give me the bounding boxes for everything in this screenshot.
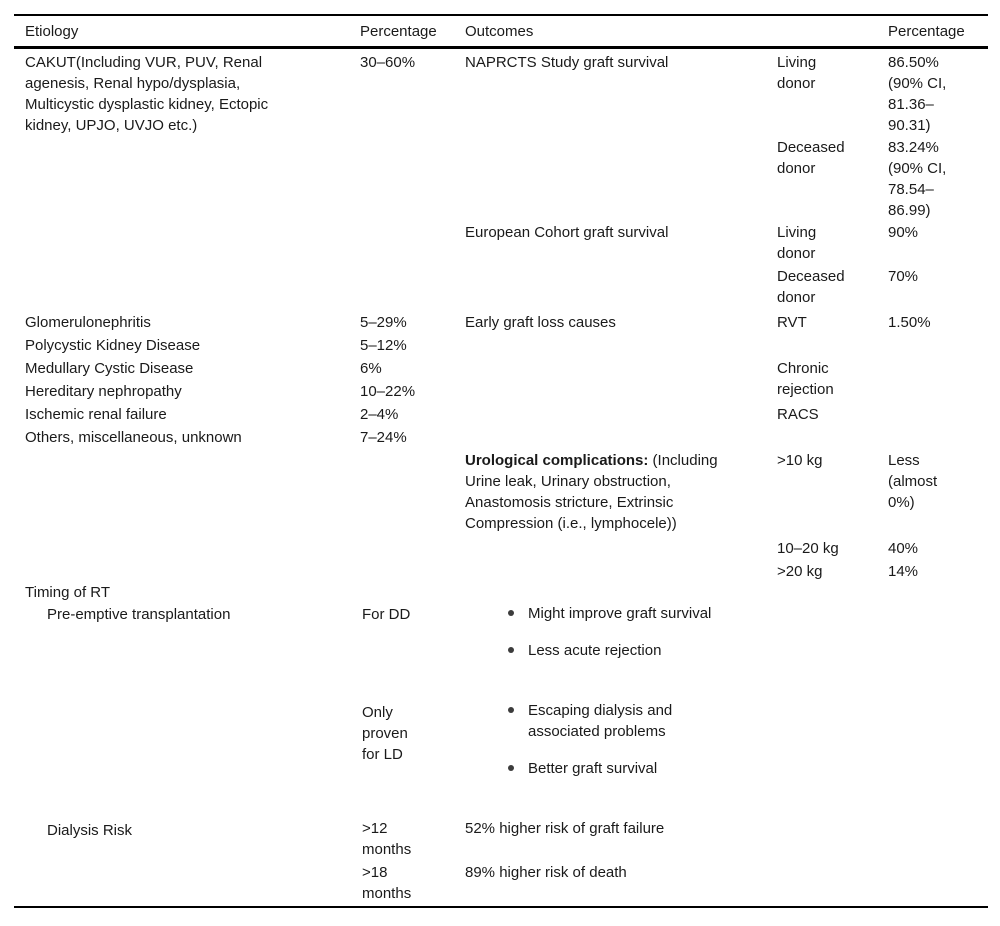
etiology-hereditary-label: Hereditary nephropathy: [25, 383, 182, 400]
preemptive-bullet-1: Might improve graft survival: [508, 603, 748, 624]
urological-complications-title: Urological complications:: [465, 452, 649, 469]
preemptive-bullet-1-text: Might improve graft survival: [528, 605, 712, 622]
european-deceased-value: 70%: [888, 268, 919, 285]
early-graft-loss-racs-label: RACS: [777, 406, 819, 423]
etiology-glomerulonephritis-percentage: 5–29%: [360, 314, 407, 331]
table-top-rule: [14, 14, 988, 16]
etiology-hereditary-percentage: 10–22%: [360, 383, 416, 400]
urological-10-20kg-value: 40%: [888, 540, 919, 557]
etiology-others-percentage: 7–24%: [360, 429, 407, 446]
early-graft-loss-rvt-label: RVT: [777, 314, 807, 331]
etiology-ischemic-label: Ischemic renal failure: [25, 406, 167, 423]
etiology-others-label: Others, miscellaneous, unknown: [25, 429, 242, 446]
outcome-urological-complications: Urological complications: (Including Uri…: [465, 450, 775, 534]
urological-gt20kg-value: 14%: [888, 563, 919, 580]
bullet-dot-icon: [508, 610, 514, 616]
naprcts-living-label: Living donor: [777, 54, 817, 92]
urological-gt10kg-value: Less (almost 0%): [888, 452, 938, 511]
preemptive-bullet-4-text: Better graft survival: [528, 760, 658, 777]
header-etiology: Etiology: [25, 23, 79, 40]
section-timing-of-rt: Timing of RT: [25, 584, 111, 601]
etiology-medullary-percentage: 6%: [360, 360, 382, 377]
urological-10-20kg-label: 10–20 kg: [777, 540, 839, 557]
dialysis-gt18-label: >18 months: [362, 864, 412, 902]
early-graft-loss-chronic-label: Chronic rejection: [777, 360, 834, 398]
european-deceased-label: Deceased donor: [777, 268, 845, 306]
header-percentage-left: Percentage: [360, 23, 437, 40]
timing-preemptive-only-ld: Only proven for LD: [362, 704, 408, 763]
etiology-polycystic-label: Polycystic Kidney Disease: [25, 337, 201, 354]
header-percentage-right: Percentage: [888, 23, 965, 40]
timing-preemptive-for-dd: For DD: [362, 606, 411, 623]
naprcts-deceased-label: Deceased donor: [777, 139, 845, 177]
preemptive-bullet-2: Less acute rejection: [508, 640, 748, 661]
outcome-early-graft-loss-label: Early graft loss causes: [465, 314, 616, 331]
outcome-naprcts-label: NAPRCTS Study graft survival: [465, 54, 669, 71]
bullet-dot-icon: [508, 707, 514, 713]
header-outcomes: Outcomes: [465, 23, 534, 40]
dialysis-gt18-value: 89% higher risk of death: [465, 864, 627, 881]
etiology-medullary-label: Medullary Cystic Disease: [25, 360, 194, 377]
etiology-cakut-percentage: 30–60%: [360, 54, 416, 71]
bullet-dot-icon: [508, 647, 514, 653]
early-graft-loss-rvt-value: 1.50%: [888, 314, 931, 331]
bullet-dot-icon: [508, 765, 514, 771]
timing-dialysis-risk-label: Dialysis Risk: [47, 822, 133, 839]
timing-preemptive-label: Pre-emptive transplantation: [47, 606, 231, 623]
naprcts-deceased-value: 83.24% (90% CI, 78.54– 86.99): [888, 139, 947, 219]
dialysis-gt12-label: >12 months: [362, 820, 412, 858]
table-bottom-rule: [14, 906, 988, 908]
dialysis-gt12-value: 52% higher risk of graft failure: [465, 820, 665, 837]
outcome-european-label: European Cohort graft survival: [465, 224, 669, 241]
etiology-ischemic-percentage: 2–4%: [360, 406, 399, 423]
preemptive-bullet-4: Better graft survival: [508, 758, 748, 779]
etiology-polycystic-percentage: 5–12%: [360, 337, 407, 354]
etiology-glomerulonephritis-label: Glomerulonephritis: [25, 314, 151, 331]
european-living-value: 90%: [888, 224, 919, 241]
urological-gt20kg-label: >20 kg: [777, 563, 823, 580]
table-header-rule: [14, 46, 988, 49]
preemptive-bullet-3: Escaping dialysis and associated problem…: [508, 700, 748, 742]
preemptive-bullet-3-text: Escaping dialysis and associated problem…: [528, 702, 673, 740]
naprcts-living-value: 86.50% (90% CI, 81.36– 90.31): [888, 54, 947, 134]
urological-gt10kg-label: >10 kg: [777, 452, 823, 469]
urological-complications-detail: (Including Urine leak, Urinary obstructi…: [465, 452, 718, 532]
european-living-label: Living donor: [777, 224, 817, 262]
etiology-cakut-label: CAKUT(Including VUR, PUV, Renal agenesis…: [25, 54, 269, 134]
preemptive-bullet-2-text: Less acute rejection: [528, 642, 662, 659]
